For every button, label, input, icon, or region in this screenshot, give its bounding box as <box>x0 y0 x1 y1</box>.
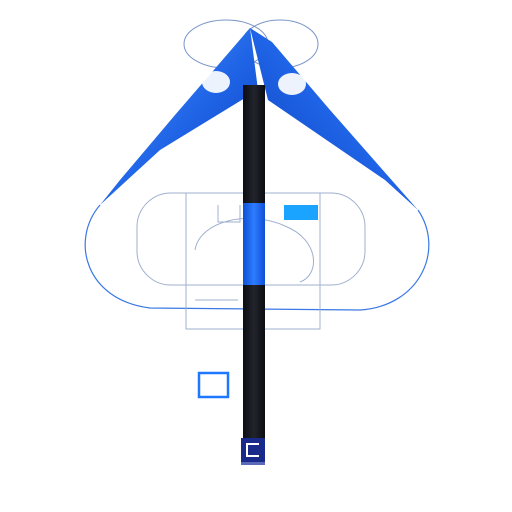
pole-upper <box>243 85 265 205</box>
highlight-right <box>278 73 306 95</box>
highlight-left <box>202 71 230 93</box>
square-outline-icon <box>197 371 230 399</box>
outline-step <box>217 205 241 223</box>
accent-rect <box>284 205 318 220</box>
emblem-icon <box>241 438 265 465</box>
pole-lower <box>243 285 265 465</box>
wing-left-icon <box>100 28 258 205</box>
outline-arc <box>194 218 314 283</box>
wing-right-icon <box>250 28 418 210</box>
pole-middle <box>243 203 265 285</box>
